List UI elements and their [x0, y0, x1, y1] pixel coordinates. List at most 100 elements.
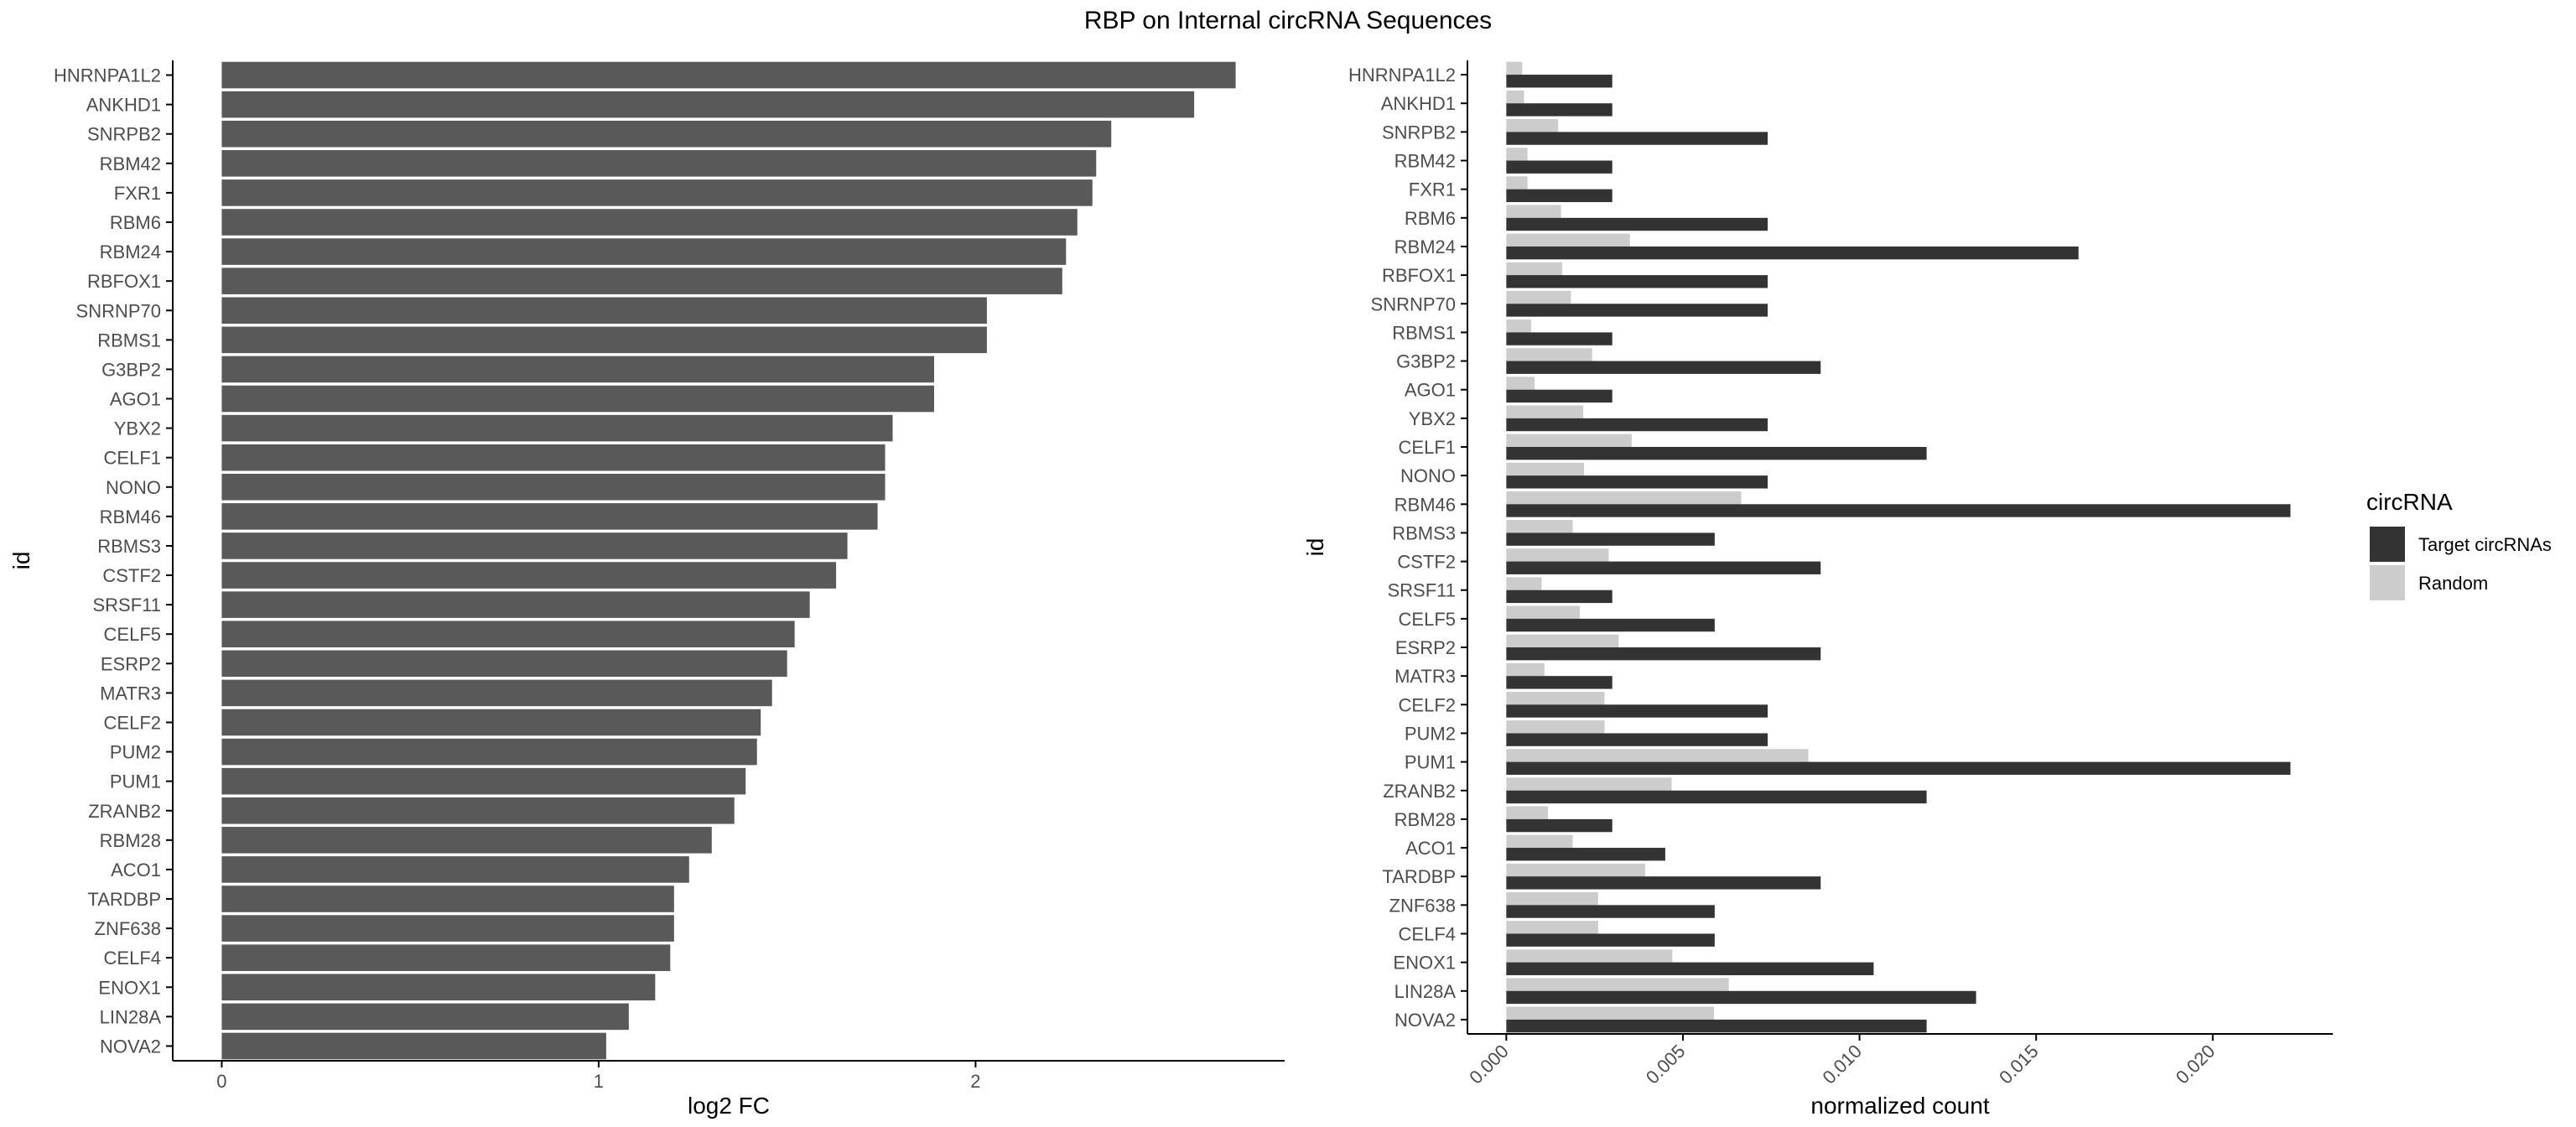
bar-random-nova2 [1506, 1006, 1715, 1020]
y-tick-label-snrnp70: SNRNP70 [1371, 293, 1456, 314]
bar-target-circrnas-rbm6 [1506, 217, 1768, 231]
y-tick-label-srsf11: SRSF11 [92, 595, 161, 615]
bar-random-tardbp [1506, 863, 1645, 877]
bar-rbm46 [221, 503, 878, 530]
bar-ybx2 [221, 414, 893, 442]
bar-random-rbm46 [1506, 491, 1742, 505]
bar-random-pum2 [1506, 720, 1605, 734]
bar-celf1 [221, 444, 886, 471]
bar-random-lin28a [1506, 978, 1729, 991]
bar-nono [221, 473, 886, 501]
log2fc-x-axis-title: log2 FC [688, 1093, 770, 1119]
bar-random-rbfox1 [1506, 262, 1562, 276]
y-tick-label-esrp2: ESRP2 [1395, 637, 1456, 658]
bar-random-aco1 [1506, 834, 1573, 849]
y-tick-label-snrpb2: SNRPB2 [1382, 122, 1456, 143]
legend: circRNA Target circRNAs Random [2366, 489, 2552, 600]
x-tick-label: 0 [216, 1071, 226, 1092]
bar-random-rbms3 [1506, 520, 1573, 533]
bar-target-circrnas-znf638 [1506, 905, 1715, 918]
y-tick-label-nova2: NOVA2 [1394, 1010, 1456, 1031]
y-tick-label-rbm42: RBM42 [1394, 151, 1456, 172]
y-tick-label-rbms1: RBMS1 [1392, 322, 1456, 343]
y-tick-label-rbfox1: RBFOX1 [87, 271, 161, 292]
y-tick-label-cstf2: CSTF2 [1397, 552, 1456, 573]
bar-pum2 [221, 738, 757, 766]
bar-random-rbm42 [1506, 148, 1528, 161]
y-tick-label-hnrnpa1l2: HNRNPA1L2 [54, 65, 161, 86]
y-tick-label-ankhd1: ANKHD1 [1381, 93, 1456, 114]
bar-target-circrnas-snrnp70 [1506, 304, 1768, 317]
normalized-count-y-axis-title: id [1302, 538, 1328, 557]
y-tick-label-zranb2: ZRANB2 [1383, 781, 1456, 802]
bar-target-circrnas-ago1 [1506, 389, 1613, 403]
y-tick-label-rbms3: RBMS3 [97, 536, 161, 557]
y-tick-label-hnrnpa1l2: HNRNPA1L2 [1348, 65, 1456, 86]
y-tick-label-pum1: PUM1 [1405, 752, 1456, 773]
y-tick-label-znf638: ZNF638 [95, 918, 161, 939]
bar-target-circrnas-rbfox1 [1506, 275, 1768, 288]
bar-target-circrnas-zranb2 [1506, 790, 1927, 804]
bar-target-circrnas-celf5 [1506, 618, 1715, 632]
bar-srsf11 [221, 591, 810, 618]
y-tick-label-celf1: CELF1 [1399, 437, 1456, 458]
bar-rbfox1 [221, 267, 1062, 294]
y-tick-label-ago1: AGO1 [1405, 380, 1456, 401]
y-tick-label-srsf11: SRSF11 [1387, 580, 1456, 601]
bar-matr3 [221, 679, 772, 707]
bar-znf638 [221, 915, 674, 942]
bar-rbms1 [221, 326, 987, 354]
x-tick-label: 0.020 [2172, 1041, 2220, 1088]
bar-target-circrnas-rbm46 [1506, 504, 2291, 517]
y-tick-label-ybx2: YBX2 [1409, 408, 1456, 429]
bar-tardbp [221, 886, 674, 912]
bar-rbms3 [221, 532, 848, 559]
legend-swatch-random [2370, 565, 2405, 600]
y-tick-label-ankhd1: ANKHD1 [86, 95, 161, 116]
bar-target-circrnas-esrp2 [1506, 647, 1821, 661]
bar-random-matr3 [1506, 662, 1545, 677]
y-tick-label-aco1: ACO1 [1405, 838, 1456, 859]
bar-target-circrnas-enox1 [1506, 962, 1874, 975]
bar-fxr1 [221, 179, 1093, 206]
normalized-count-y-tick-labels: HNRNPA1L2 ANKHD1 SNRPB2 RBM42 FXR1 RBM6 RBM24 R… [1348, 65, 1467, 1031]
log2fc-y-axis-title: id [8, 552, 34, 570]
bar-esrp2 [221, 650, 787, 678]
legend-title: circRNA [2366, 489, 2453, 515]
log2fc-bars [221, 61, 1236, 1060]
log2fc-y-tick-labels: HNRNPA1L2 ANKHD1 SNRPB2 RBM42 FXR1 RBM6 RBM24 R… [54, 65, 173, 1057]
chart-title: RBP on Internal circRNA Sequences [1084, 7, 1492, 34]
bar-target-circrnas-matr3 [1506, 676, 1613, 689]
bar-target-circrnas-srsf11 [1506, 589, 1613, 604]
y-tick-label-rbms3: RBMS3 [1392, 522, 1456, 543]
bar-random-nono [1506, 462, 1585, 476]
x-tick-label: 0.010 [1818, 1041, 1866, 1088]
bar-ankhd1 [221, 91, 1195, 118]
bar-cstf2 [221, 562, 837, 589]
y-tick-label-fxr1: FXR1 [114, 183, 161, 204]
bar-target-circrnas-tardbp [1506, 876, 1821, 890]
bar-target-circrnas-rbms1 [1506, 332, 1613, 345]
bar-celf2 [221, 709, 761, 736]
bar-random-znf638 [1506, 891, 1598, 906]
bar-random-cstf2 [1506, 548, 1609, 562]
bar-snrpb2 [221, 120, 1112, 148]
bar-target-circrnas-celf1 [1506, 446, 1927, 460]
normalized-count-x-ticks: 0.000 0.005 0.010 0.015 0.020 [1465, 1034, 2219, 1088]
y-tick-label-rbm28: RBM28 [1394, 809, 1456, 830]
y-tick-label-rbm46: RBM46 [1394, 494, 1456, 515]
legend-label-random: Random [2418, 573, 2488, 594]
bar-random-pum1 [1506, 749, 1809, 762]
bar-nova2 [221, 1032, 606, 1060]
y-tick-label-enox1: ENOX1 [1393, 953, 1456, 974]
bar-ago1 [221, 385, 934, 413]
y-tick-label-celf2: CELF2 [104, 712, 161, 733]
bar-random-g3bp2 [1506, 348, 1592, 361]
bar-random-hnrnpa1l2 [1506, 61, 1523, 75]
y-tick-label-fxr1: FXR1 [1409, 179, 1456, 200]
log2fc-panel: HNRNPA1L2 ANKHD1 SNRPB2 RBM42 FXR1 RBM6 RBM24 R… [8, 60, 1285, 1119]
y-tick-label-celf4: CELF4 [1399, 923, 1456, 944]
y-tick-label-lin28a: LIN28A [100, 1006, 162, 1027]
y-tick-label-rbm6: RBM6 [110, 212, 161, 233]
